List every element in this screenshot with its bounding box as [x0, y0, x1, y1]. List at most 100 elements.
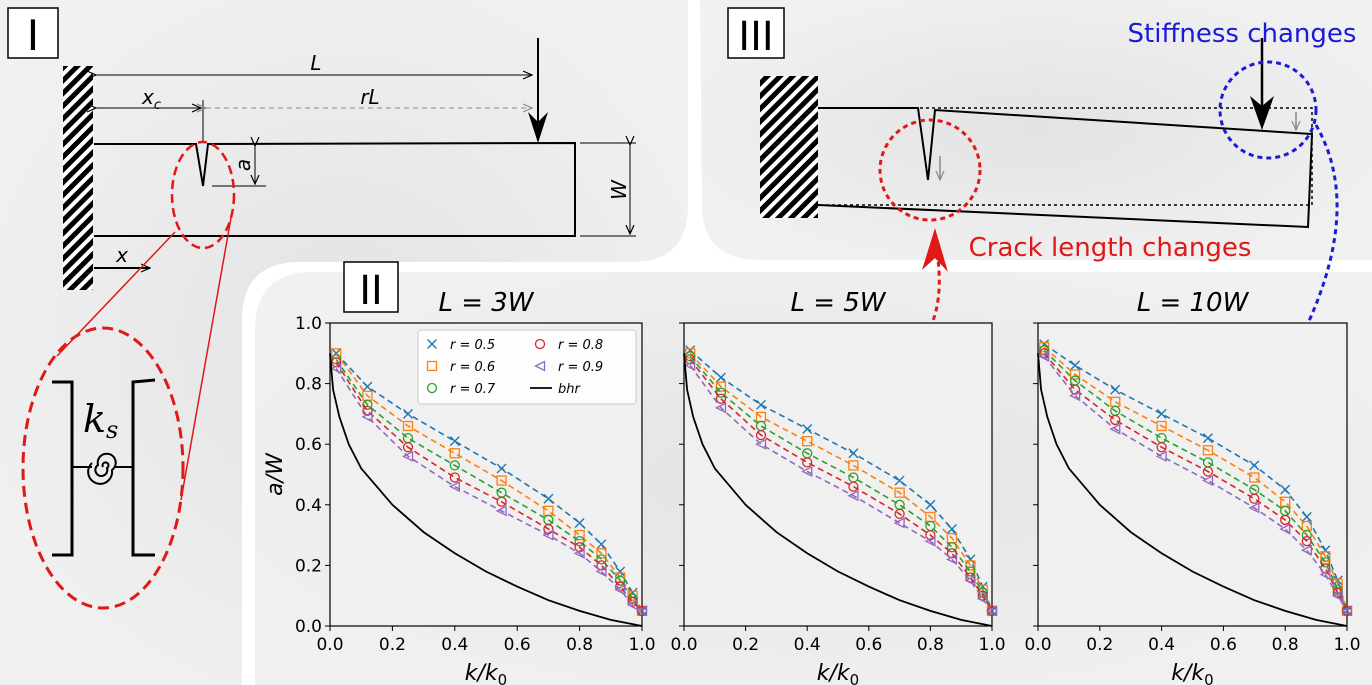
data-point [1301, 511, 1312, 522]
crack-change-circle [878, 118, 982, 222]
dim-label-a: a [231, 159, 255, 171]
data-point [1280, 484, 1291, 495]
data-point [402, 420, 414, 432]
data-point [893, 517, 905, 529]
data-point [1300, 544, 1312, 556]
data-point [848, 448, 859, 459]
data-point [595, 565, 607, 578]
crack-zoom-ellipse [170, 140, 236, 250]
data-point [848, 481, 859, 492]
chart-2: L = 5W 0.0 0.2 0.4 0.6 0.8 1.0 k/k0 [670, 288, 1005, 685]
data-point [449, 436, 460, 447]
chart-title: L = 10W [1137, 288, 1250, 318]
data-point [1320, 545, 1331, 556]
legend-marker [426, 360, 438, 372]
data-point [1109, 423, 1121, 435]
data-point [1202, 466, 1214, 477]
data-point [715, 393, 727, 404]
legend-label: r = 0.7 [450, 382, 496, 397]
x-axis-label: k/k0 [465, 661, 507, 685]
chart-3: L = 10W 0.0 0.2 0.4 0.6 0.8 1.0 k/k0 [1024, 288, 1360, 685]
dim-label-L: L [310, 51, 321, 75]
data-point [986, 605, 998, 617]
load-arrow-head [528, 112, 548, 143]
x-tick-label: 0.0 [670, 635, 697, 655]
data-point [496, 475, 507, 486]
data-point [449, 448, 460, 459]
spring-right-bracket [131, 378, 156, 557]
legend-marker [426, 382, 438, 394]
data-point [801, 465, 813, 478]
data-point [684, 359, 696, 371]
legend-entry: r = 0.8 [534, 338, 603, 353]
dim-label-xc: xc [141, 85, 161, 113]
data-point [802, 457, 813, 468]
data-point [1156, 420, 1167, 432]
y-tick-label: 0.2 [295, 556, 322, 576]
legend: r = 0.5 r = 0.6 r = 0.7 r = 0.8 r = 0.9 bhr [417, 329, 637, 405]
panel-two-label: II [359, 268, 383, 314]
data-point [715, 372, 726, 383]
data-point [924, 535, 936, 547]
x-tick-label: 0.8 [917, 635, 944, 655]
spiral-spring-icon [87, 452, 117, 485]
data-point [1039, 342, 1050, 353]
series-line [689, 364, 993, 612]
data-point [946, 553, 958, 565]
data-point [596, 539, 607, 550]
data-point [627, 590, 638, 601]
data-point [574, 517, 585, 528]
y-axis-label: a/W [263, 452, 288, 496]
x-axis-label: x [115, 243, 128, 267]
stiffness-change-circle [1218, 60, 1318, 160]
data-point [1249, 472, 1260, 483]
legend-marker [534, 338, 546, 350]
panel-one-background [0, 0, 688, 685]
data-point [946, 524, 957, 535]
data-point [542, 529, 554, 541]
data-point [1156, 442, 1167, 453]
wall-hatch-left [63, 66, 93, 290]
data-point [1249, 460, 1260, 471]
data-point [1038, 350, 1050, 362]
panel-three-background [700, 0, 1372, 260]
data-point [685, 348, 696, 359]
chart-plot-area [1037, 322, 1348, 627]
load-arrow-three-head [1250, 96, 1274, 130]
data-point [946, 542, 958, 553]
series-line [1043, 355, 1348, 612]
data-point [1331, 590, 1343, 602]
data-point [715, 402, 727, 414]
data-point [1110, 384, 1121, 395]
data-point [1069, 369, 1081, 380]
data-point [965, 560, 976, 571]
spring-stiffness-label: ks [83, 397, 118, 444]
x-tick-label: 1.0 [978, 635, 1005, 655]
data-point [361, 411, 373, 423]
data-point [495, 505, 507, 517]
data-point [1069, 390, 1081, 402]
data-point [636, 605, 648, 617]
data-point [596, 548, 607, 559]
data-point [1332, 575, 1343, 586]
series-line-bhr [329, 353, 643, 627]
x-tick-label: 0.2 [732, 635, 759, 655]
panel-two-label-box [343, 261, 399, 313]
x-tick-label: 0.6 [504, 635, 531, 655]
zoom-line-right [180, 217, 232, 501]
y-tick-label: 1.0 [295, 314, 322, 334]
deformed-beam [817, 107, 1314, 229]
data-point [596, 554, 607, 565]
data-point [1155, 450, 1167, 462]
data-point [496, 463, 507, 474]
legend-label: bhr [558, 382, 581, 397]
data-point [1280, 514, 1291, 526]
data-point [1320, 551, 1331, 562]
data-point [1156, 408, 1167, 419]
data-point [449, 460, 460, 471]
data-point [964, 574, 976, 587]
data-point [848, 460, 859, 471]
y-tick-label: 0.6 [295, 435, 322, 455]
data-point [1248, 502, 1260, 514]
data-point [330, 362, 342, 375]
